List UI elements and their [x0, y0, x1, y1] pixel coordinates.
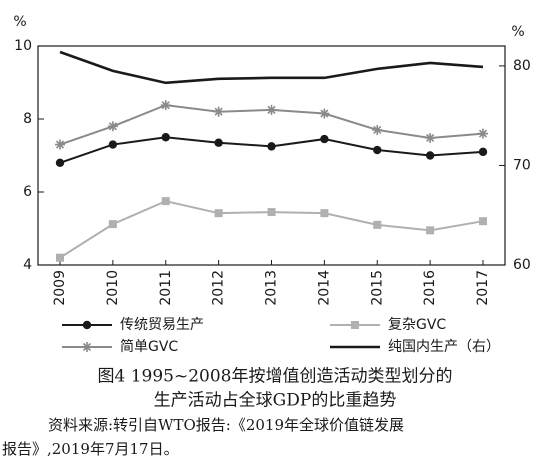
legend-marker: [351, 321, 359, 329]
x-tick-label: 2017: [475, 270, 491, 306]
point: [266, 104, 277, 115]
y-tick-label: 8: [23, 111, 32, 127]
point: [373, 220, 382, 229]
point: [267, 142, 276, 151]
caption-line: 图4 1995~2008年按增值创造活动类型划分的: [98, 367, 453, 387]
point: [108, 140, 118, 149]
point: [161, 197, 170, 206]
point: [107, 121, 118, 132]
y-axis-label: %: [13, 14, 26, 30]
x-tick-label: 2009: [52, 270, 68, 306]
point: [214, 209, 223, 218]
y2-tick-label: 70: [513, 157, 531, 173]
legend-marker: [82, 342, 92, 352]
y-tick-label: 10: [14, 38, 32, 54]
point: [426, 226, 435, 235]
point: [55, 158, 65, 167]
legend-label: 简单GVC: [120, 338, 178, 355]
point: [213, 106, 224, 117]
legend-label: 纯国内生产（右）: [388, 339, 500, 355]
point: [214, 138, 223, 147]
x-tick-label: 2016: [422, 270, 438, 306]
x-tick-label: 2013: [264, 270, 280, 306]
legend-label: 传统贸易生产: [120, 317, 204, 333]
point: [319, 108, 330, 119]
x-tick-label: 2014: [316, 270, 332, 306]
point: [425, 132, 436, 143]
point: [373, 145, 382, 155]
point: [478, 147, 488, 157]
y2-tick-label: 60: [513, 257, 531, 273]
x-tick-label: 2015: [369, 270, 385, 306]
point: [479, 217, 487, 226]
point: [55, 139, 65, 150]
point: [160, 100, 171, 111]
y-tick-label: 6: [23, 184, 32, 200]
caption-line: 生产活动占全球GDP的比重趋势: [154, 391, 397, 411]
point: [372, 124, 383, 135]
point: [56, 253, 64, 262]
point: [267, 208, 276, 217]
source-line: 报告》,2019年7月17日。: [2, 440, 179, 458]
point: [161, 133, 170, 142]
x-tick-label: 2012: [211, 270, 227, 306]
point: [478, 128, 488, 139]
point: [425, 151, 435, 160]
point: [108, 220, 117, 229]
legend-marker: [82, 320, 92, 330]
point: [320, 209, 329, 218]
y2-axis-label: %: [511, 24, 524, 40]
point: [320, 134, 329, 144]
series-line: [59, 50, 484, 85]
y-tick-label: 4: [23, 257, 32, 273]
legend-label: 复杂GVC: [388, 316, 446, 333]
source-line: 资料来源:转引自WTO报告:《2019年全球价值链发展: [48, 416, 404, 434]
x-tick-label: 2011: [158, 270, 174, 306]
x-tick-label: 2010: [105, 270, 121, 306]
y2-tick-label: 80: [513, 58, 531, 74]
